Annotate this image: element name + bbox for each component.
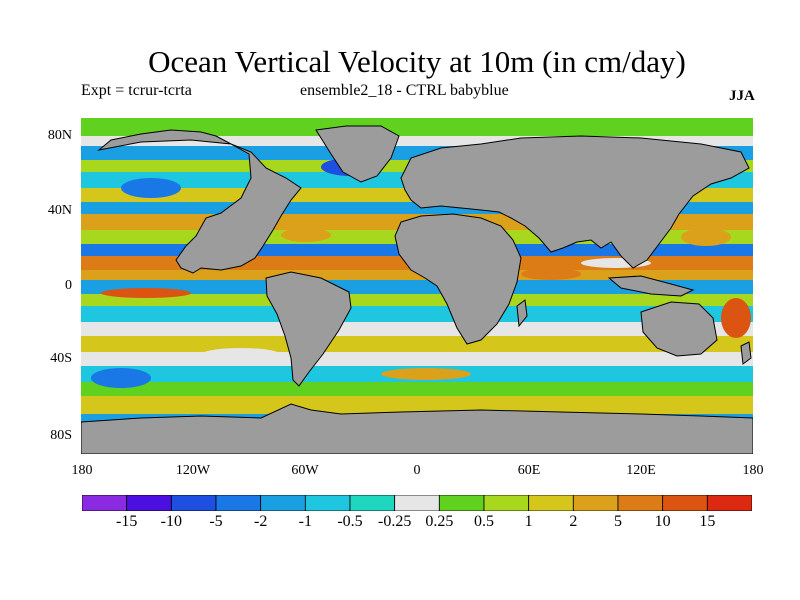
colorbar-label: 10 <box>654 513 671 530</box>
north-america-land <box>97 129 302 274</box>
lon-label-180w: 180 <box>71 463 93 478</box>
antarctica-land <box>81 403 753 454</box>
colorbar <box>82 495 752 511</box>
colorbar-swatch <box>170 495 217 511</box>
eurasia-land <box>400 135 750 269</box>
lon-label-120w: 120W <box>175 463 211 478</box>
chart-title: Ocean Vertical Velocity at 10m (in cm/da… <box>148 44 686 79</box>
colorbar-label: -10 <box>160 513 182 530</box>
colorbar-swatch <box>394 495 440 511</box>
lat-label-80n: 80N <box>47 128 72 143</box>
lon-label-60e: 60E <box>517 463 541 478</box>
colorbar-label: -0.5 <box>337 513 363 530</box>
greenland-land <box>315 125 400 183</box>
colorbar-swatch <box>617 495 664 511</box>
colorbar-swatch <box>304 495 351 511</box>
colorbar-swatch <box>349 495 396 511</box>
ensemble-label: ensemble2_18 - CTRL babyblue <box>300 82 509 99</box>
colorbar-swatch <box>572 495 619 511</box>
lat-label-40s: 40S <box>50 351 72 366</box>
ocean-velocity-map <box>81 118 753 454</box>
colorbar-label: -1 <box>298 513 312 530</box>
colorbar-label: 0.25 <box>425 513 454 530</box>
colorbar-swatch <box>215 495 262 511</box>
colorbar-swatch <box>662 495 708 511</box>
south-america-land <box>265 271 352 387</box>
lon-label-0: 0 <box>413 463 421 478</box>
colorbar-label: 5 <box>614 513 622 530</box>
colorbar-swatch <box>528 495 574 511</box>
colorbar-swatch <box>706 495 752 511</box>
colorbar-swatch <box>483 495 530 511</box>
lat-label-eq: 0 <box>65 278 72 293</box>
lon-label-120e: 120E <box>626 463 656 478</box>
colorbar-swatch <box>82 495 128 511</box>
lat-label-80s: 80S <box>50 428 72 443</box>
colorbar-swatch <box>260 495 306 511</box>
colorbar-swatch <box>126 495 172 511</box>
australia-land <box>640 301 718 357</box>
africa-land <box>394 213 522 345</box>
colorbar-label: -2 <box>253 513 268 530</box>
lon-label-180e: 180 <box>742 463 764 478</box>
colorbar-swatch <box>438 495 485 511</box>
colorbar-label: -0.25 <box>377 513 412 530</box>
colorbar-label: 0.5 <box>474 513 494 530</box>
experiment-label: Expt = tcrur-tcrta <box>81 82 192 99</box>
season-label: JJA <box>729 88 755 104</box>
colorbar-label: -15 <box>115 513 138 530</box>
lat-label-40n: 40N <box>47 203 72 218</box>
colorbar-label: -5 <box>209 513 223 530</box>
madagascar-land <box>516 299 528 328</box>
colorbar-label: 15 <box>699 513 716 530</box>
colorbar-label: 2 <box>569 513 578 530</box>
new-zealand-land <box>740 341 752 365</box>
lon-label-60w: 60W <box>291 463 319 478</box>
colorbar-label: 1 <box>524 513 533 530</box>
indonesia-land <box>607 275 695 297</box>
